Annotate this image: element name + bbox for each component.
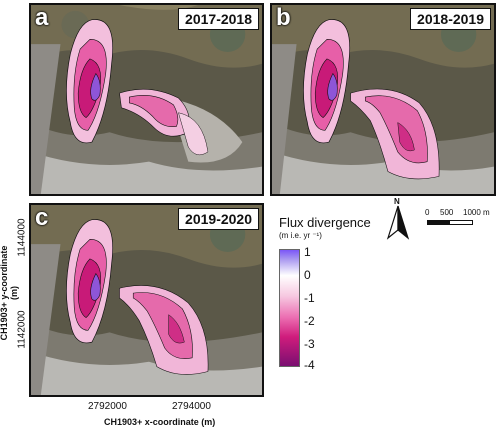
glacier-tongue-west-b [303, 19, 351, 144]
scale-bar-segment-black [427, 220, 449, 225]
satellite-map-c [31, 205, 262, 395]
legend-tick: -3 [304, 337, 315, 351]
legend-tick: -1 [304, 291, 315, 305]
y-tick-label: 1144000 [16, 218, 28, 257]
legend-tick: 1 [304, 245, 311, 259]
panel-label-c: c [35, 204, 49, 231]
x-tick-label: 2794000 [172, 401, 211, 412]
glacier-tongue-east-c [119, 285, 209, 375]
glacier-tongue-east-b [350, 88, 440, 180]
legend-unit: (m i.e. yr ⁻¹) [279, 231, 322, 240]
map-panel-a: a 2017-2018 [29, 3, 264, 196]
scale-label-500: 500 [440, 208, 454, 217]
period-label-b: 2018-2019 [410, 8, 491, 30]
panel-label-b: b [276, 4, 291, 31]
map-panel-b: b 2018-2019 [270, 3, 496, 196]
scale-bar-segment-white [449, 220, 473, 225]
map-panel-c: c 2019-2020 [29, 203, 264, 397]
glacier-tongue-east-a [119, 88, 209, 156]
legend-title: Flux divergence [279, 215, 371, 230]
legend-tick: -2 [304, 314, 315, 328]
period-label-a: 2017-2018 [178, 8, 259, 30]
glacier-tongue-west-a [66, 19, 114, 144]
panel-label-a: a [35, 4, 49, 31]
y-tick-label: 1142000 [16, 310, 28, 349]
period-label-c: 2019-2020 [178, 208, 259, 230]
x-axis-label: CH1903+ x-coordinate (m) [104, 417, 216, 427]
satellite-map-a [31, 5, 262, 194]
scale-label-1000: 1000 m [463, 208, 490, 217]
satellite-map-b [272, 5, 494, 194]
color-scale-bar [279, 249, 300, 367]
x-tick-label: 2792000 [88, 401, 127, 412]
north-label: N [394, 197, 400, 206]
legend-tick: -4 [304, 358, 315, 372]
scale-label-0: 0 [425, 208, 430, 217]
legend-tick: 0 [304, 268, 311, 282]
glacier-tongue-west-c [66, 219, 114, 344]
north-arrow-icon [386, 205, 410, 240]
